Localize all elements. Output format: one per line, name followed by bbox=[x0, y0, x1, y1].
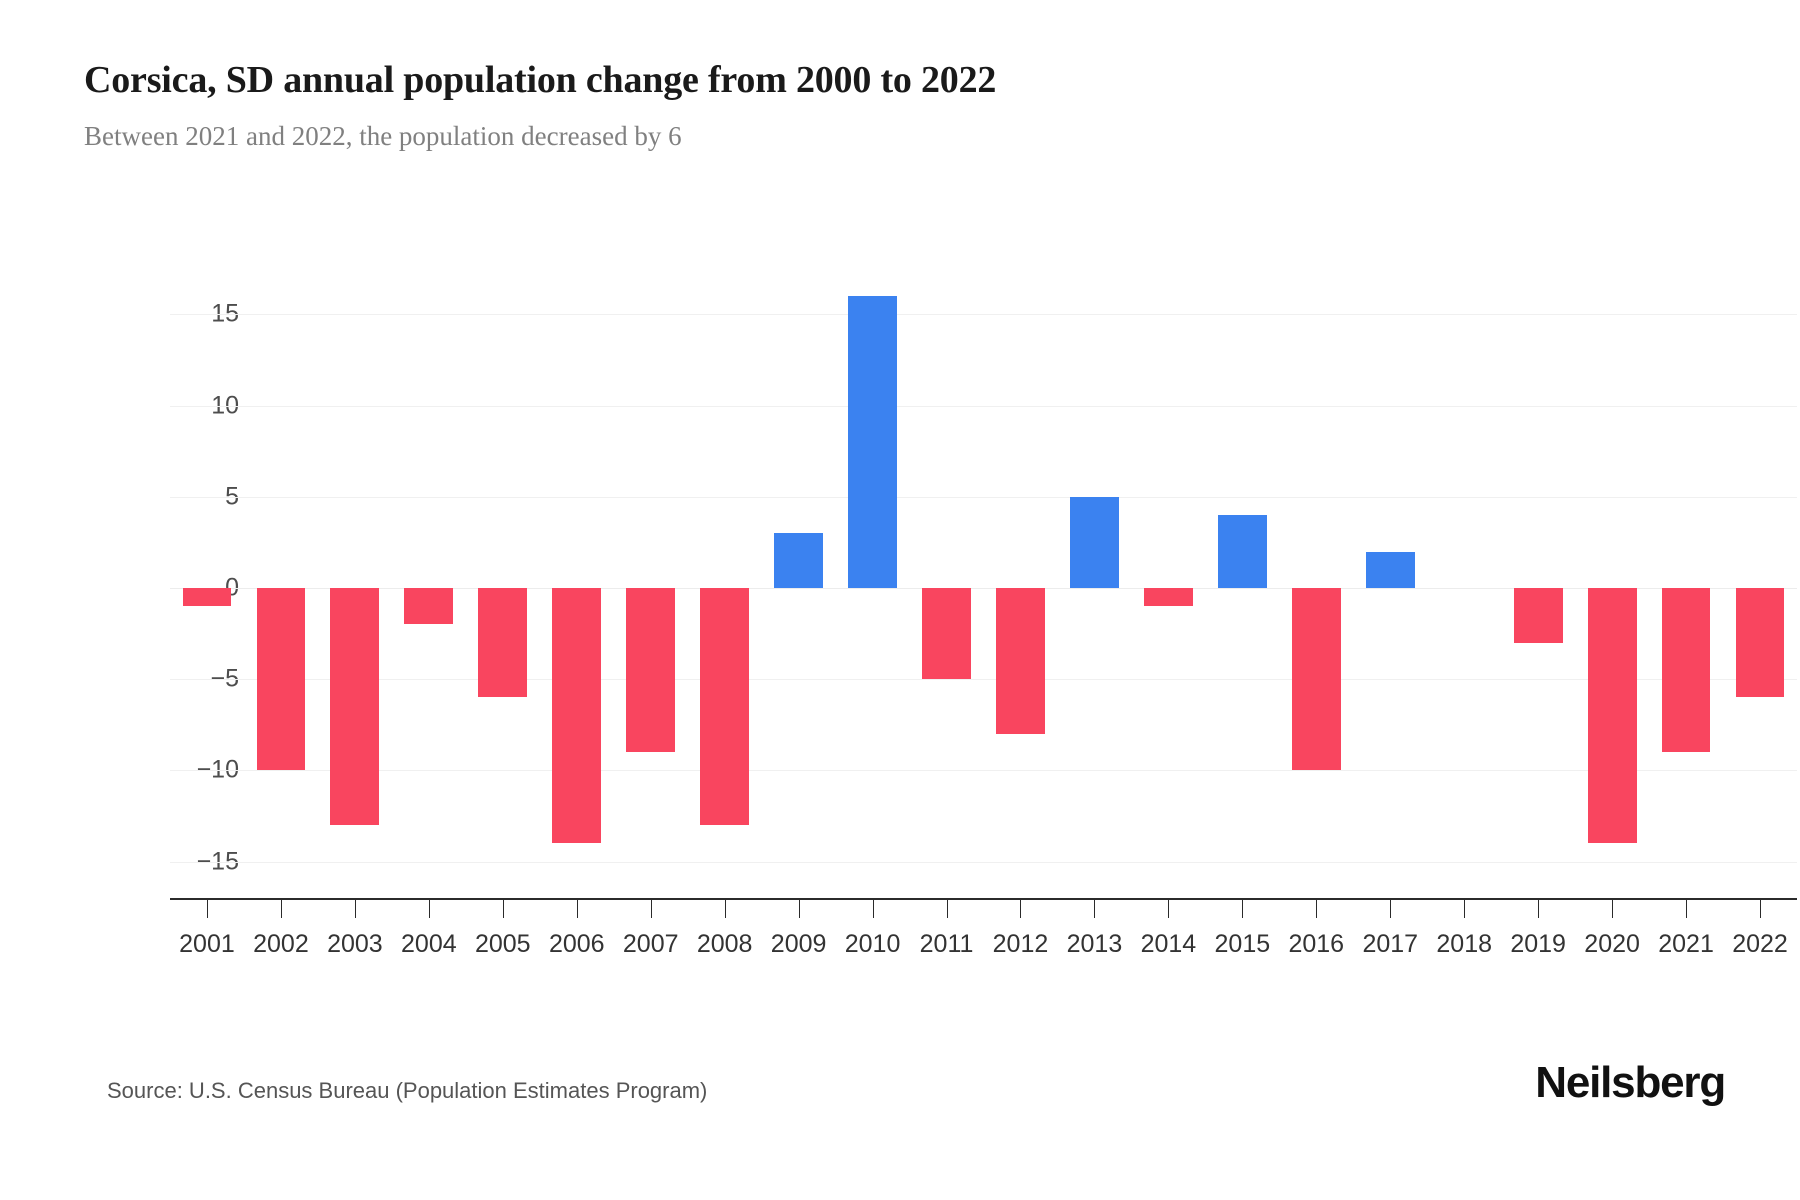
bar-2015[interactable] bbox=[1217, 515, 1267, 588]
x-axis-tick-label: 2010 bbox=[844, 930, 901, 958]
x-axis-tick-mark bbox=[206, 900, 208, 918]
bar-2013[interactable] bbox=[1070, 496, 1119, 588]
bar-2011[interactable] bbox=[922, 588, 971, 680]
bar-2002[interactable] bbox=[256, 588, 306, 771]
source-note: Source: U.S. Census Bureau (Population E… bbox=[107, 1078, 708, 1103]
bar-2022[interactable] bbox=[1735, 588, 1785, 698]
bar-2007[interactable] bbox=[626, 588, 676, 753]
x-axis-tick-label: 2013 bbox=[1066, 930, 1123, 958]
x-axis-tick-mark bbox=[1686, 900, 1688, 918]
x-axis-tick-mark bbox=[650, 900, 652, 918]
bar-2020[interactable] bbox=[1587, 588, 1637, 844]
gridline bbox=[170, 405, 1797, 407]
bar-2016[interactable] bbox=[1291, 588, 1341, 771]
page-subtitle: Between 2021 and 2022, the population de… bbox=[84, 121, 682, 151]
x-axis-tick-mark bbox=[280, 900, 282, 918]
x-axis-tick-label: 2001 bbox=[179, 930, 235, 958]
x-axis-tick-mark bbox=[1020, 900, 1022, 918]
x-axis-tick-label: 2003 bbox=[327, 930, 383, 958]
x-axis-tick-mark bbox=[1760, 900, 1762, 918]
x-axis-tick-mark bbox=[798, 900, 800, 918]
x-axis-tick-mark bbox=[428, 900, 430, 918]
x-axis-tick-label: 2019 bbox=[1510, 930, 1566, 958]
gridline bbox=[170, 861, 1797, 863]
x-axis-tick-mark bbox=[872, 900, 874, 918]
x-axis-tick-mark bbox=[1538, 900, 1540, 918]
x-axis-tick-label: 2016 bbox=[1288, 930, 1345, 958]
bar-2008[interactable] bbox=[700, 588, 750, 826]
x-axis-tick-mark bbox=[576, 900, 578, 918]
y-axis-tick-label: −10 bbox=[196, 755, 239, 784]
y-axis-tick-label: 10 bbox=[211, 391, 239, 420]
bar-2004[interactable] bbox=[404, 588, 454, 625]
x-axis-tick-mark bbox=[1390, 900, 1392, 918]
x-axis-tick-mark bbox=[502, 900, 504, 918]
x-axis-tick-label: 2006 bbox=[548, 930, 605, 958]
x-axis-tick-mark bbox=[1464, 900, 1466, 918]
bar-2003[interactable] bbox=[330, 588, 380, 826]
x-axis-tick-label: 2005 bbox=[474, 930, 531, 958]
bar-2014[interactable] bbox=[1143, 588, 1193, 607]
x-axis-tick-label: 2020 bbox=[1584, 930, 1640, 958]
x-axis-tick-mark bbox=[1612, 900, 1614, 918]
gridline bbox=[170, 679, 1797, 681]
x-axis-tick-label: 2004 bbox=[401, 930, 457, 958]
gridline bbox=[170, 314, 1797, 316]
bar-2009[interactable] bbox=[774, 533, 823, 588]
page-title: Corsica, SD annual population change fro… bbox=[84, 59, 997, 101]
x-axis-tick-mark bbox=[1168, 900, 1170, 918]
y-axis-tick-label: −5 bbox=[210, 664, 239, 693]
brand-logo: Neilsberg bbox=[1535, 1058, 1726, 1107]
y-axis-tick-label: 15 bbox=[211, 299, 239, 328]
x-axis-tick-mark bbox=[724, 900, 726, 918]
gridline bbox=[170, 588, 1797, 589]
x-axis-tick-label: 2008 bbox=[696, 930, 753, 958]
bar-2005[interactable] bbox=[478, 588, 528, 698]
y-axis-tick-label: 5 bbox=[225, 482, 239, 511]
y-axis: 15 10 5 0 −5 −10 −15 bbox=[84, 278, 1797, 898]
bar-2010[interactable] bbox=[848, 296, 897, 588]
gridline bbox=[170, 496, 1797, 498]
x-axis-tick-label: 2022 bbox=[1732, 930, 1788, 958]
bar-2006[interactable] bbox=[552, 588, 602, 844]
bar-2019[interactable] bbox=[1513, 588, 1563, 643]
bar-2021[interactable] bbox=[1661, 588, 1711, 753]
x-axis-tick-mark bbox=[946, 900, 948, 918]
x-axis-tick-label: 2015 bbox=[1214, 930, 1271, 958]
x-axis-tick-mark bbox=[1094, 900, 1096, 918]
x-axis-tick-label: 2009 bbox=[770, 930, 827, 958]
plot-area bbox=[170, 278, 1797, 898]
bar-2012[interactable] bbox=[996, 588, 1045, 734]
bar-2017[interactable] bbox=[1365, 551, 1415, 588]
x-axis-tick-label: 2017 bbox=[1362, 930, 1419, 958]
x-axis-tick-label: 2007 bbox=[622, 930, 679, 958]
x-axis-tick-label: 2018 bbox=[1436, 930, 1493, 958]
chart-container: 15 10 5 0 −5 −10 −15 2001 2002 2003 2004 2005 2006 2… bbox=[84, 230, 1797, 958]
x-axis-tick-label: 2021 bbox=[1658, 930, 1714, 958]
x-axis-tick-label: 2011 bbox=[919, 930, 974, 958]
x-axis-tick-label: 2002 bbox=[253, 930, 309, 958]
x-axis-tick-label: 2014 bbox=[1140, 930, 1197, 958]
x-axis-tick-mark bbox=[354, 900, 356, 918]
bar-2001[interactable] bbox=[182, 588, 232, 607]
y-axis-tick-label: −15 bbox=[196, 847, 239, 876]
x-axis-line bbox=[170, 898, 1797, 900]
x-axis-tick-mark bbox=[1242, 900, 1244, 918]
x-axis-tick-mark bbox=[1316, 900, 1318, 918]
x-axis-tick-label: 2012 bbox=[992, 930, 1049, 958]
gridline bbox=[170, 770, 1797, 772]
